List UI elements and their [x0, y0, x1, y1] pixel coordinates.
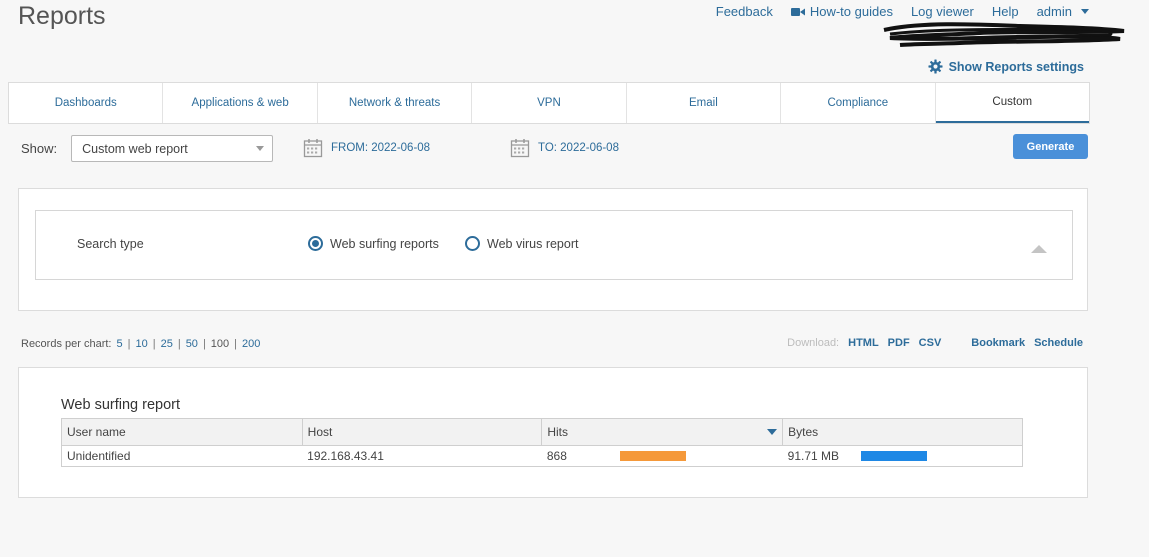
search-panel: Search type Web surfing reports Web viru… [18, 188, 1088, 311]
to-date-label: TO: 2022-06-08 [538, 142, 619, 154]
page-title: Reports [18, 2, 106, 30]
help-link[interactable]: Help [991, 4, 1019, 19]
download-csv-link[interactable]: CSV [918, 337, 942, 349]
schedule-link[interactable]: Schedule [1034, 337, 1083, 349]
redaction-scribble [883, 22, 1125, 47]
column-header-user[interactable]: User name [61, 418, 303, 446]
records-option-5[interactable]: 5 [116, 338, 123, 350]
bookmark-link[interactable]: Bookmark [971, 337, 1026, 349]
how-to-guides-link[interactable]: How-to guides [790, 4, 893, 19]
download-pdf-link[interactable]: PDF [887, 337, 910, 349]
report-table: User name Host Hits Bytes Unidentified 1… [61, 418, 1023, 467]
tab-network-threats[interactable]: Network & threats [318, 83, 473, 123]
generate-button[interactable]: Generate [1013, 134, 1088, 159]
chevron-down-icon [1081, 9, 1089, 14]
records-option-10[interactable]: 10 [135, 338, 148, 350]
admin-menu[interactable]: admin [1037, 4, 1089, 19]
bytes-value: 91.71 MB [787, 449, 840, 463]
to-date-picker[interactable]: TO: 2022-06-08 [510, 138, 619, 158]
show-label: Show: [21, 141, 58, 156]
feedback-link[interactable]: Feedback [715, 4, 773, 19]
cell-host: 192.168.43.41 [302, 445, 542, 467]
download-actions: Download: HTML PDF CSV Bookmark Schedule [787, 337, 1083, 349]
web-surfing-radio[interactable]: Web surfing reports [308, 236, 439, 251]
tab-vpn[interactable]: VPN [472, 83, 627, 123]
admin-label: admin [1036, 4, 1072, 19]
records-option-25[interactable]: 25 [160, 338, 173, 350]
cell-bytes: 91.71 MB [782, 445, 1023, 467]
column-header-host[interactable]: Host [301, 418, 543, 446]
column-header-hits[interactable]: Hits [541, 418, 784, 446]
separator: | [177, 338, 181, 350]
top-navigation: Feedback How-to guides Log viewer Help a… [716, 4, 1089, 19]
from-date-picker[interactable]: FROM: 2022-06-08 [303, 138, 430, 158]
how-to-guides-label: How-to guides [809, 4, 893, 19]
separator: | [152, 338, 156, 350]
tab-email[interactable]: Email [627, 83, 782, 123]
tab-dashboards[interactable]: Dashboards [9, 83, 164, 123]
column-header-bytes[interactable]: Bytes [782, 418, 1023, 446]
chevron-down-icon [256, 146, 265, 151]
bytes-bar [860, 451, 927, 461]
tab-compliance[interactable]: Compliance [781, 83, 936, 123]
search-type-box: Search type Web surfing reports Web viru… [35, 210, 1073, 280]
table-row[interactable]: Unidentified 192.168.43.41 868 91.71 MB [61, 445, 1023, 467]
radio-unchecked-icon [465, 236, 480, 251]
show-reports-settings-link[interactable]: Show Reports settings [928, 59, 1084, 74]
table-header-row: User name Host Hits Bytes [61, 418, 1023, 446]
separator: | [234, 338, 238, 350]
tab-applications-web[interactable]: Applications & web [163, 83, 318, 123]
separator: | [127, 338, 131, 350]
calendar-icon [303, 139, 323, 158]
records-option-50[interactable]: 50 [185, 338, 198, 350]
from-date-label: FROM: 2022-06-08 [331, 142, 431, 154]
separator: | [202, 338, 206, 350]
records-label: Records per chart: [21, 338, 112, 350]
sort-descending-icon [767, 429, 778, 435]
download-html-link[interactable]: HTML [848, 337, 879, 349]
report-panel: Web surfing report User name Host Hits B… [18, 367, 1088, 498]
cell-hits: 868 [541, 445, 783, 467]
collapse-icon[interactable] [1031, 245, 1047, 253]
report-type-select[interactable]: Custom web report [71, 135, 274, 162]
web-virus-radio[interactable]: Web virus report [465, 236, 578, 251]
records-per-chart: Records per chart: 5 | 10 | 25 | 50 | 10… [21, 338, 260, 350]
web-virus-label: Web virus report [487, 236, 579, 251]
report-tabs: Dashboards Applications & web Network & … [8, 82, 1090, 124]
cell-user: Unidentified [61, 445, 303, 467]
download-label: Download: [787, 337, 840, 349]
report-title: Web surfing report [61, 397, 181, 413]
web-surfing-label: Web surfing reports [330, 236, 439, 251]
column-header-hits-label: Hits [547, 425, 569, 439]
hits-value: 868 [546, 449, 567, 463]
radio-checked-icon [308, 236, 323, 251]
show-reports-settings-label: Show Reports settings [948, 59, 1084, 74]
calendar-icon [510, 139, 530, 158]
show-filter: Show: Custom web report [21, 135, 274, 162]
video-camera-icon [790, 7, 805, 16]
tab-custom[interactable]: Custom [935, 83, 1089, 123]
search-type-label: Search type [77, 237, 144, 251]
report-type-value: Custom web report [82, 141, 188, 156]
log-viewer-link[interactable]: Log viewer [910, 4, 974, 19]
hits-bar [619, 451, 686, 461]
records-option-100[interactable]: 100 [210, 338, 230, 350]
records-option-200[interactable]: 200 [242, 338, 261, 350]
gear-icon [928, 59, 943, 74]
